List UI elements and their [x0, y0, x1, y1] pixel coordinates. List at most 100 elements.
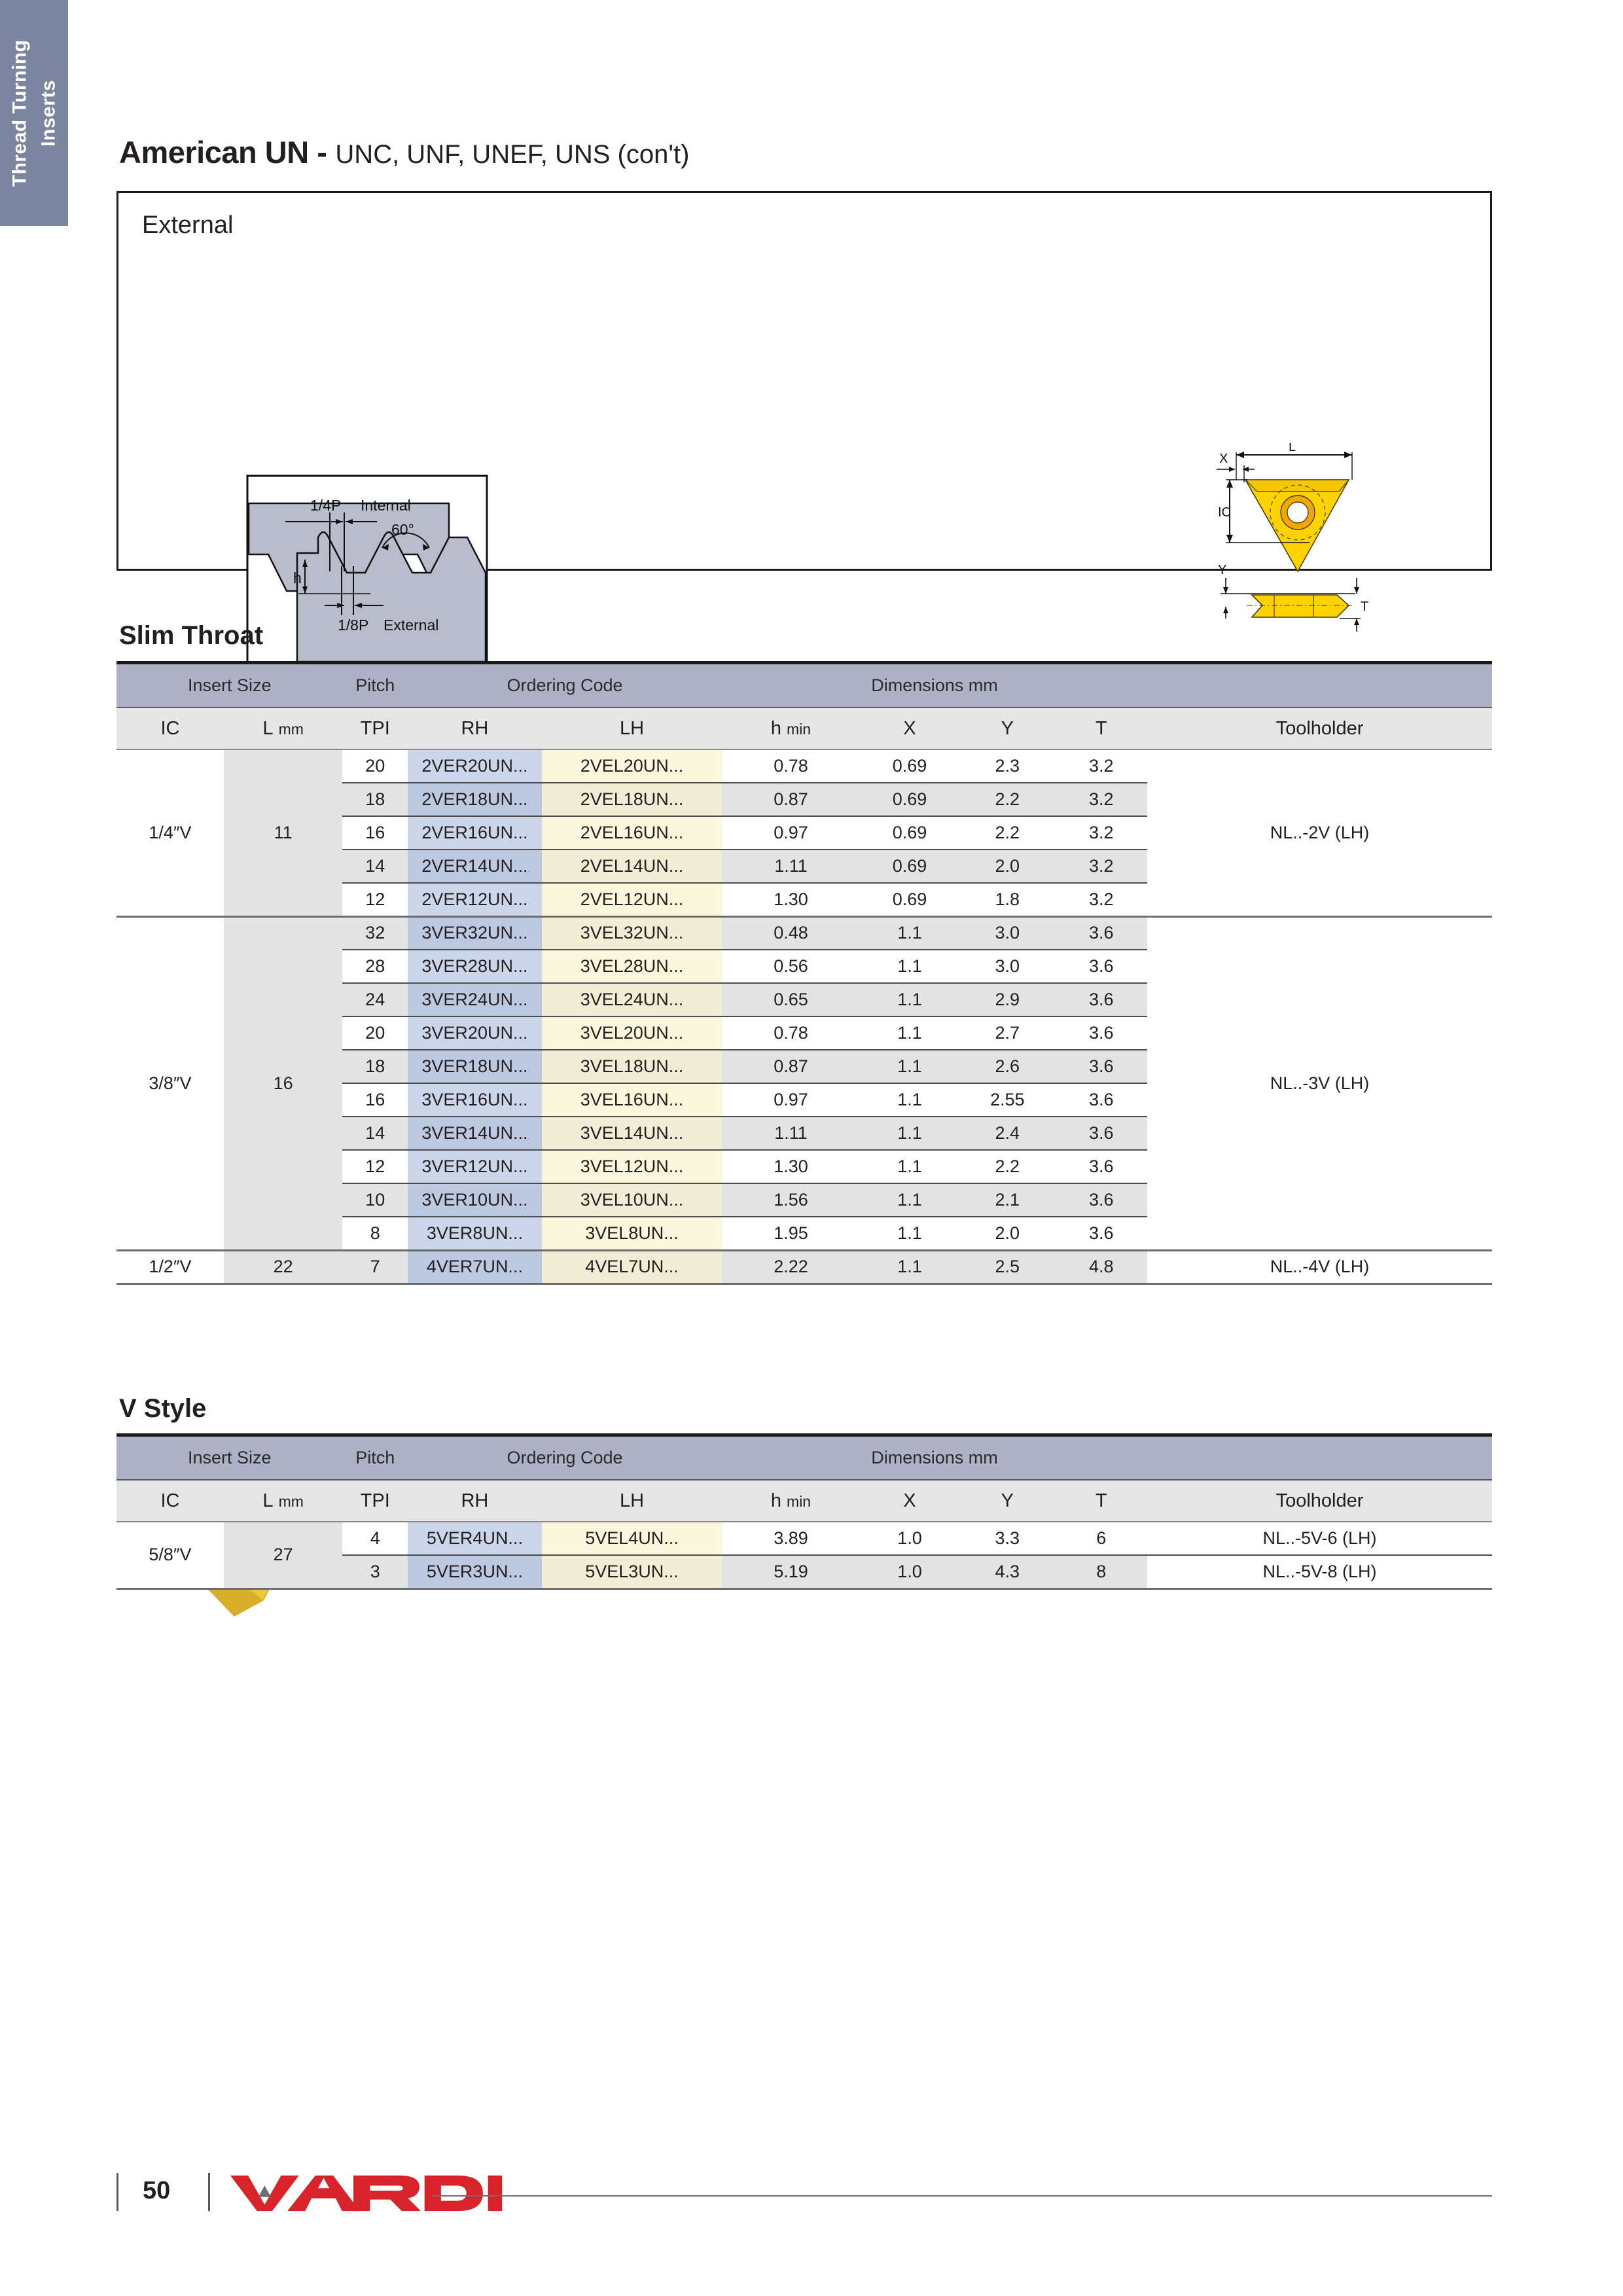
- cell-dim-t: 3.6: [1055, 949, 1147, 983]
- cell-dim-h-min: 0.65: [722, 982, 860, 1016]
- cell-ordering-code-rh: 3VER24UN...: [407, 982, 542, 1016]
- group-header-pitch: Pitch: [342, 1437, 408, 1480]
- cell-dim-y: 2.7: [959, 1016, 1056, 1050]
- label-internal: Internal: [361, 497, 411, 514]
- cell-insert-size-l: 27: [223, 1522, 343, 1588]
- col-header-t: T: [1055, 708, 1147, 750]
- cell-ordering-code-rh: 3VER16UN...: [407, 1083, 542, 1117]
- cell-tpi: 14: [342, 1116, 408, 1150]
- cell-dim-t: 8: [1055, 1554, 1147, 1588]
- cell-ordering-code-rh: 2VER14UN...: [407, 849, 542, 883]
- footer-rule: [432, 2195, 1492, 2197]
- cell-ordering-code-rh: 2VER20UN...: [407, 749, 542, 783]
- col-header-ic: IC: [116, 1480, 224, 1522]
- cell-ordering-code-rh: 3VER10UN...: [407, 1183, 542, 1217]
- cell-ordering-code-lh: 2VEL12UN...: [541, 882, 722, 916]
- group-header-insert-size: Insert Size: [116, 664, 343, 708]
- cell-dim-x: 1.1: [859, 915, 960, 950]
- cell-dim-h-min: 5.19: [722, 1554, 860, 1588]
- label-Y: Y: [1218, 563, 1226, 577]
- cell-dim-y: 2.1: [959, 1183, 1056, 1217]
- cell-dim-x: 0.69: [859, 849, 960, 883]
- cell-dim-t: 6: [1055, 1522, 1147, 1555]
- group-header-ordering-code: Ordering Code: [407, 1437, 722, 1480]
- table-row: 3/8″V 16 32 3VER32UN... 3VEL32UN... 0.48 1.1 3.…: [116, 915, 1492, 1250]
- table-column-header-row: IC L mm TPI RH LH h min X Y T Toolholder: [116, 1480, 1492, 1522]
- cell-ordering-code-rh: 5VER4UN...: [407, 1522, 542, 1555]
- cell-ordering-code-rh: 3VER12UN...: [407, 1149, 542, 1183]
- col-header-rh: RH: [407, 708, 542, 750]
- table-group-header-row: Insert Size Pitch Ordering Code Dimensio…: [116, 664, 1492, 708]
- cell-tpi: 18: [342, 782, 408, 816]
- label-T: T: [1361, 600, 1368, 614]
- cell-dim-x: 1.1: [859, 1149, 960, 1183]
- cell-ordering-code-lh: 3VEL24UN...: [541, 982, 722, 1016]
- cell-dim-t: 3.6: [1055, 1083, 1147, 1117]
- section-title-slim-throat: Slim Throat: [119, 621, 264, 650]
- cell-dim-h-min: 1.56: [722, 1183, 860, 1217]
- cell-ordering-code-rh: 2VER16UN...: [407, 816, 542, 850]
- section-title-v-style: V Style: [119, 1394, 207, 1423]
- cell-dim-x: 1.1: [859, 1016, 960, 1050]
- cell-toolholder: NL..-2V (LH): [1147, 749, 1492, 916]
- cell-dim-h-min: 0.78: [722, 749, 860, 783]
- cell-ordering-code-lh: 3VEL14UN...: [541, 1116, 722, 1150]
- footer-page-number: 50: [143, 2177, 171, 2204]
- cell-dim-x: 1.1: [859, 1083, 960, 1117]
- cell-dim-x: 0.69: [859, 782, 960, 816]
- page-title: American UN - UNC, UNF, UNEF, UNS (con't…: [119, 134, 689, 170]
- cell-tpi: 24: [342, 982, 408, 1016]
- cell-tpi: 16: [342, 816, 408, 850]
- col-header-toolholder: Toolholder: [1147, 708, 1492, 750]
- cell-dim-h-min: 1.11: [722, 849, 860, 883]
- cell-tpi: 28: [342, 949, 408, 983]
- cell-tpi: 16: [342, 1083, 408, 1117]
- cell-ordering-code-lh: 2VEL18UN...: [541, 782, 722, 816]
- cell-dim-y: 2.4: [959, 1116, 1056, 1150]
- cell-dim-h-min: 3.89: [722, 1522, 860, 1555]
- cell-dim-x: 0.69: [859, 749, 960, 783]
- slim-throat-table: Insert Size Pitch Ordering Code Dimensio…: [116, 661, 1492, 1285]
- cell-dim-x: 0.69: [859, 816, 960, 850]
- footer-divider-left: [116, 2173, 118, 2211]
- cell-tpi: 4: [342, 1522, 408, 1555]
- cell-dim-y: 2.6: [959, 1049, 1056, 1083]
- cell-dim-h-min: 1.11: [722, 1116, 860, 1150]
- cell-dim-y: 2.0: [959, 849, 1056, 883]
- cell-dim-h-min: 2.22: [722, 1249, 860, 1283]
- cell-ordering-code-rh: 3VER8UN...: [407, 1216, 542, 1250]
- cell-dim-x: 1.0: [859, 1554, 960, 1588]
- table-row: 18 3VER18UN... 3VEL18UN... 0.87 1.1 2.6 3.6: [116, 1049, 1492, 1083]
- cell-tpi: 12: [342, 882, 408, 916]
- vardex-logo: [230, 2175, 502, 2212]
- cell-dim-y: 2.2: [959, 782, 1056, 816]
- cell-ordering-code-lh: 3VEL16UN...: [541, 1083, 722, 1117]
- cell-ordering-code-lh: 2VEL16UN...: [541, 816, 722, 850]
- cell-dim-h-min: 1.30: [722, 882, 860, 916]
- cell-dim-h-min: 0.97: [722, 1083, 860, 1117]
- external-panel: External 1/4P Internal 60°: [116, 191, 1492, 740]
- table-row: 1/2″V 22 7 4VER7UN... 4VEL7UN... 2.22 1.1 2.5 4.…: [116, 1249, 1492, 1283]
- cell-ordering-code-rh: 2VER18UN...: [407, 782, 542, 816]
- col-header-ic: IC: [116, 708, 224, 750]
- col-header-l-mm: L mm: [223, 1480, 343, 1522]
- cell-dim-h-min: 0.56: [722, 949, 860, 983]
- cell-dim-y: 2.55: [959, 1083, 1056, 1117]
- group-header-dimensions: Dimensions mm: [722, 1437, 1147, 1480]
- cell-dim-t: 3.6: [1055, 1116, 1147, 1150]
- insert-dimension-diagram: L X IC Y: [1217, 443, 1368, 632]
- table-top-rule: [116, 1433, 1492, 1438]
- cell-dim-y: 2.0: [959, 1216, 1056, 1250]
- cell-ordering-code-lh: 3VEL12UN...: [541, 1149, 722, 1183]
- group-header-blank: [1147, 1437, 1492, 1480]
- cell-dim-h-min: 0.87: [722, 1049, 860, 1083]
- cell-dim-x: 1.1: [859, 949, 960, 983]
- cell-tpi: 7: [342, 1249, 408, 1283]
- cell-tpi: 18: [342, 1049, 408, 1083]
- cell-ordering-code-lh: 3VEL18UN...: [541, 1049, 722, 1083]
- group-header-dimensions: Dimensions mm: [722, 664, 1147, 708]
- group-header-ordering-code: Ordering Code: [407, 664, 722, 708]
- slim-throat-table-wrap: Insert Size Pitch Ordering Code Dimensio…: [116, 661, 1492, 1285]
- table-row: 18 2VER18UN... 2VEL18UN... 0.87 0.69 2.2 3.2: [116, 782, 1492, 816]
- label-external: External: [383, 617, 438, 634]
